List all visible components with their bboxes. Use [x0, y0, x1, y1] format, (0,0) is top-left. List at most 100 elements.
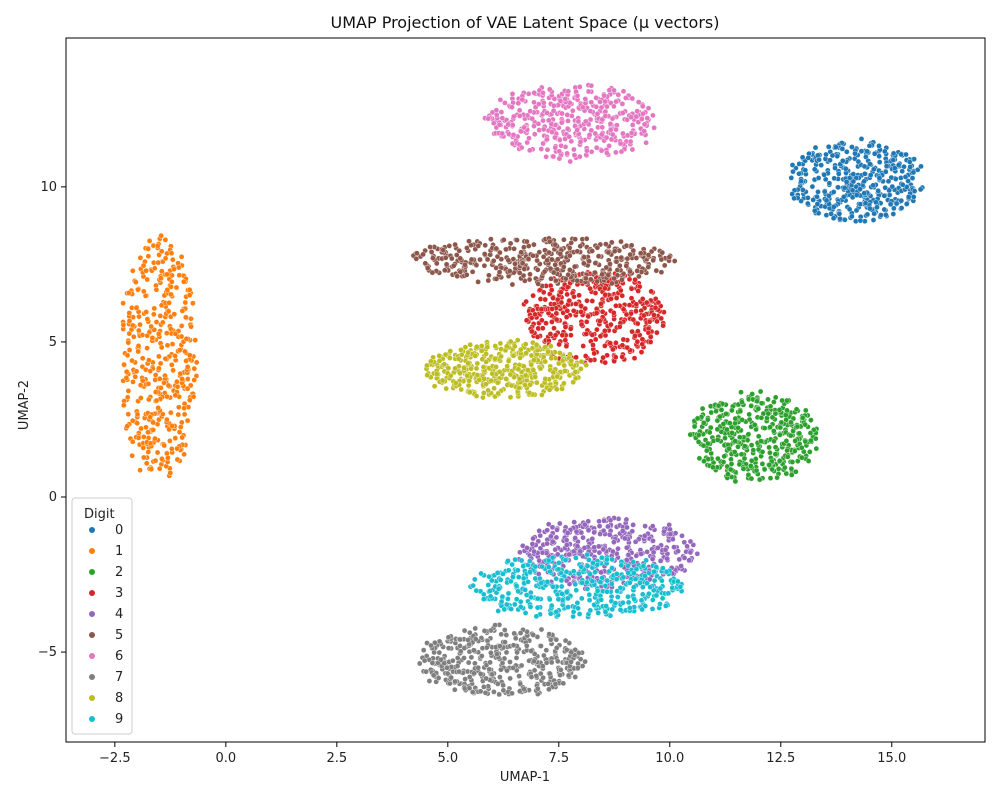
point-digit-1 — [138, 395, 144, 401]
point-digit-2 — [748, 457, 755, 464]
point-digit-1 — [188, 323, 194, 330]
point-digit-8 — [510, 352, 517, 359]
point-digit-3 — [630, 316, 637, 323]
point-digit-1 — [121, 402, 127, 409]
point-digit-5 — [594, 278, 601, 285]
point-digit-3 — [530, 292, 536, 299]
point-digit-1 — [123, 374, 130, 381]
point-digit-0 — [875, 188, 882, 194]
point-digit-8 — [539, 392, 545, 398]
point-digit-1 — [156, 365, 162, 372]
point-digit-5 — [661, 262, 668, 269]
point-digit-9 — [592, 569, 598, 576]
point-digit-6 — [510, 132, 517, 138]
point-digit-8 — [452, 380, 459, 386]
point-digit-0 — [882, 148, 888, 155]
point-digit-8 — [464, 372, 471, 379]
point-digit-3 — [626, 302, 633, 308]
point-digit-3 — [618, 287, 624, 294]
point-digit-1 — [162, 255, 169, 262]
point-digit-6 — [604, 103, 610, 110]
point-digit-4 — [596, 518, 602, 525]
point-digit-7 — [528, 674, 535, 680]
point-digit-1 — [130, 333, 137, 340]
point-digit-4 — [598, 569, 604, 576]
point-digit-1 — [161, 442, 167, 449]
point-digit-2 — [784, 397, 790, 404]
point-digit-1 — [175, 264, 182, 271]
point-digit-2 — [726, 445, 732, 452]
point-digit-7 — [511, 630, 518, 637]
point-digit-7 — [444, 670, 451, 677]
point-digit-9 — [509, 561, 515, 568]
point-digit-0 — [890, 211, 897, 217]
point-digit-7 — [562, 637, 569, 644]
point-digit-5 — [561, 264, 567, 270]
point-digit-6 — [620, 88, 627, 95]
point-digit-1 — [165, 308, 172, 315]
point-digit-9 — [657, 601, 663, 607]
point-digit-2 — [799, 414, 806, 421]
point-digit-5 — [506, 268, 513, 274]
point-digit-5 — [468, 256, 475, 263]
point-digit-5 — [627, 251, 634, 258]
point-digit-7 — [502, 639, 508, 645]
point-digit-0 — [836, 210, 843, 217]
point-digit-0 — [876, 143, 882, 149]
point-digit-2 — [803, 407, 809, 414]
point-digit-9 — [649, 606, 656, 612]
point-digit-8 — [480, 390, 487, 396]
point-digit-1 — [191, 377, 197, 383]
point-digit-1 — [188, 315, 194, 322]
point-digit-1 — [167, 470, 174, 476]
point-digit-5 — [671, 258, 678, 264]
point-digit-0 — [839, 145, 846, 152]
point-digit-8 — [424, 372, 431, 379]
point-digit-7 — [582, 658, 588, 665]
point-digit-8 — [474, 360, 481, 367]
point-digit-3 — [616, 323, 623, 330]
point-digit-5 — [595, 253, 602, 260]
point-digit-6 — [641, 121, 648, 128]
point-digit-9 — [587, 607, 594, 614]
point-digit-9 — [647, 584, 653, 590]
point-digit-9 — [520, 575, 527, 582]
point-digit-3 — [528, 315, 535, 321]
point-digit-7 — [430, 672, 437, 679]
point-digit-5 — [568, 239, 575, 246]
legend-label-3: 3 — [115, 586, 123, 601]
point-digit-4 — [591, 544, 598, 551]
point-digit-1 — [133, 305, 140, 311]
point-digit-9 — [602, 583, 609, 589]
point-digit-0 — [823, 212, 830, 218]
point-digit-8 — [521, 363, 527, 370]
point-digit-3 — [646, 318, 653, 325]
point-digit-7 — [552, 681, 559, 687]
point-digit-8 — [428, 358, 434, 365]
point-digit-4 — [664, 555, 671, 562]
point-digit-2 — [729, 407, 735, 414]
point-digit-6 — [635, 99, 642, 105]
point-digit-4 — [681, 555, 688, 561]
point-digit-5 — [414, 250, 420, 256]
point-digit-5 — [500, 236, 507, 243]
point-digit-1 — [129, 438, 136, 445]
point-digit-0 — [862, 200, 869, 206]
point-digit-7 — [503, 632, 510, 638]
point-digit-8 — [452, 365, 458, 372]
point-digit-4 — [641, 533, 648, 539]
point-digit-0 — [911, 188, 918, 194]
point-digit-6 — [551, 102, 557, 109]
point-digit-2 — [728, 461, 735, 467]
point-digit-9 — [562, 557, 569, 563]
point-digit-5 — [477, 256, 483, 263]
point-digit-3 — [593, 310, 600, 317]
point-digit-8 — [533, 341, 540, 348]
point-digit-9 — [498, 598, 505, 605]
point-digit-4 — [632, 539, 639, 545]
point-digit-6 — [571, 152, 578, 158]
point-digit-5 — [531, 241, 537, 248]
point-digit-4 — [681, 539, 688, 546]
point-digit-6 — [644, 115, 651, 121]
point-digit-1 — [158, 385, 164, 391]
